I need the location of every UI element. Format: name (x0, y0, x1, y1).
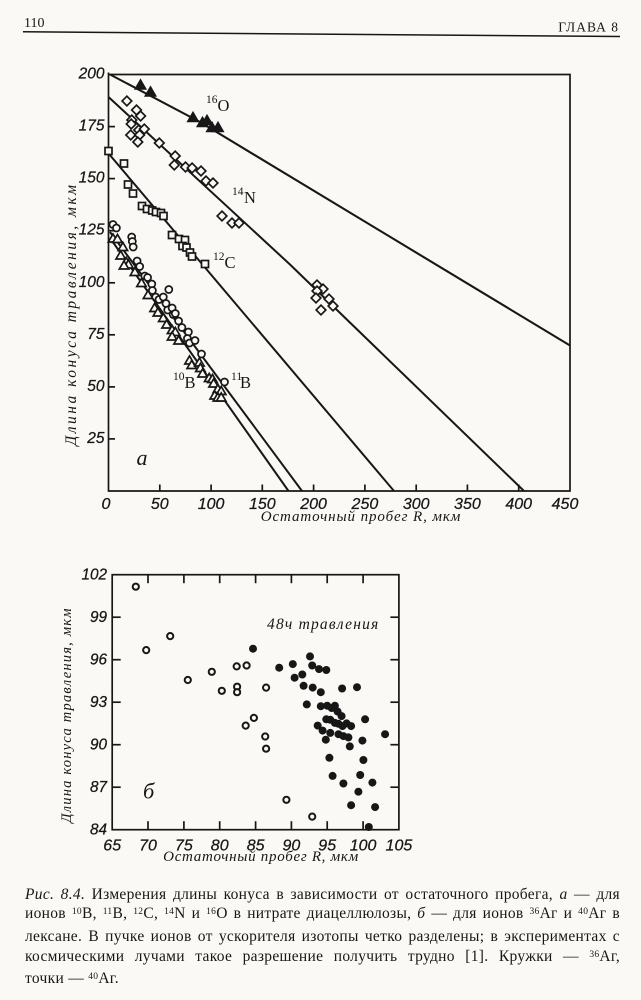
svg-text:450: 450 (552, 496, 579, 513)
svg-text:85: 85 (247, 838, 265, 855)
svg-text:105: 105 (386, 838, 413, 855)
svg-text:200: 200 (78, 66, 105, 83)
svg-text:65: 65 (103, 838, 121, 855)
svg-text:ГЛАВА 8: ГЛАВА 8 (558, 20, 619, 35)
svg-text:10: 10 (173, 371, 185, 383)
svg-text:Длина конуса травления, мкм: Длина конуса травления, мкм (59, 607, 75, 824)
svg-text:93: 93 (90, 694, 108, 711)
svg-text:а: а (137, 445, 148, 470)
svg-text:125: 125 (79, 222, 105, 239)
svg-text:100: 100 (79, 274, 105, 291)
svg-text:400: 400 (505, 496, 532, 513)
svg-text:99: 99 (90, 609, 108, 626)
svg-text:75: 75 (87, 326, 105, 343)
svg-text:N: N (244, 188, 256, 207)
svg-text:110: 110 (24, 16, 44, 31)
svg-text:150: 150 (79, 170, 105, 187)
svg-text:Длина конуса травления, мкм: Длина конуса травления, мкм (63, 182, 80, 447)
svg-text:б: б (143, 779, 155, 804)
svg-text:B: B (185, 373, 196, 392)
svg-text:Остаточный пробег R, мкм: Остаточный пробег R, мкм (163, 849, 359, 865)
svg-text:84: 84 (90, 822, 107, 839)
svg-text:300: 300 (403, 496, 430, 513)
svg-text:16: 16 (206, 94, 218, 106)
svg-text:250: 250 (351, 496, 379, 513)
svg-text:50: 50 (151, 496, 169, 513)
svg-text:95: 95 (318, 838, 336, 855)
svg-text:350: 350 (454, 496, 481, 513)
svg-text:150: 150 (249, 496, 276, 513)
svg-text:25: 25 (86, 430, 105, 447)
svg-text:B: B (240, 373, 251, 392)
svg-text:175: 175 (79, 118, 105, 135)
svg-text:87: 87 (90, 779, 108, 796)
svg-text:0: 0 (102, 496, 111, 513)
svg-text:70: 70 (139, 838, 157, 855)
svg-text:75: 75 (175, 838, 193, 855)
svg-text:90: 90 (283, 838, 301, 855)
svg-text:11: 11 (231, 371, 242, 383)
svg-text:102: 102 (81, 567, 107, 584)
svg-text:200: 200 (299, 496, 327, 513)
svg-text:14: 14 (232, 186, 244, 198)
svg-text:100: 100 (198, 496, 225, 513)
svg-text:90: 90 (90, 737, 108, 754)
svg-text:100: 100 (350, 838, 377, 855)
svg-text:C: C (225, 253, 236, 272)
svg-text:48ч травления: 48ч травления (267, 616, 379, 633)
svg-text:80: 80 (211, 838, 229, 855)
svg-text:Остаточный пробег R, мкм: Остаточный пробег R, мкм (261, 509, 462, 525)
svg-text:12: 12 (213, 251, 225, 263)
svg-text:96: 96 (90, 652, 108, 669)
svg-text:50: 50 (87, 378, 105, 395)
svg-text:O: O (218, 96, 230, 115)
